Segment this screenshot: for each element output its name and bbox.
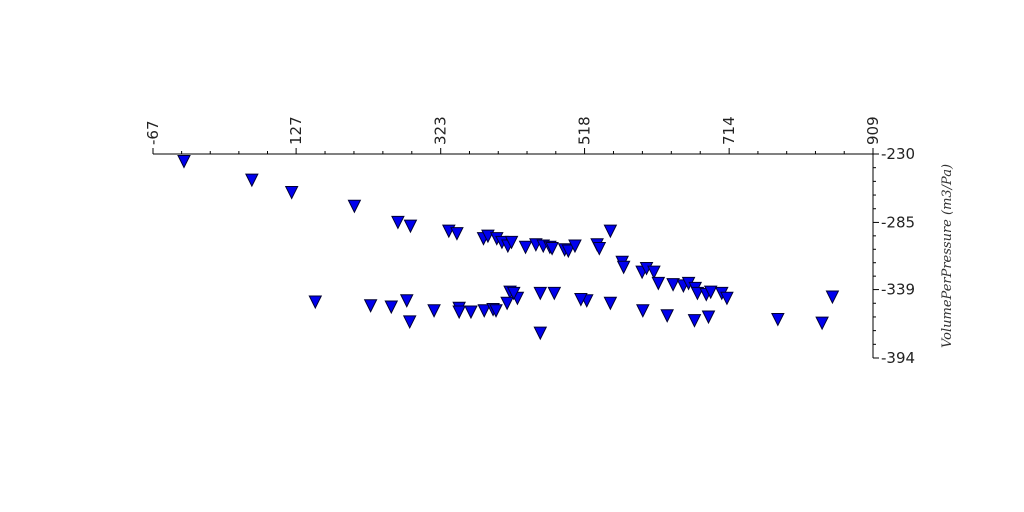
data-point <box>504 235 519 250</box>
data-point <box>545 242 559 256</box>
data-point <box>771 312 785 327</box>
y-tick-label: -339 <box>881 281 915 299</box>
x-axis: -67 127 323 518 714 909 <box>144 116 882 155</box>
data-point <box>403 219 418 234</box>
x-tick-label: 518 <box>576 116 594 145</box>
data-point <box>347 199 362 214</box>
data-point <box>666 278 680 292</box>
x-tick-label: 909 <box>864 116 882 145</box>
data-point <box>533 286 548 301</box>
data-point <box>284 186 299 200</box>
data-point <box>450 227 464 241</box>
data-point <box>815 316 829 331</box>
y-tick-label: -230 <box>881 145 915 163</box>
data-point <box>177 154 191 169</box>
data-point <box>477 304 492 318</box>
data-point <box>363 299 378 313</box>
y-tick-label: -394 <box>881 349 915 367</box>
data-point <box>518 240 533 255</box>
y-tick-label: -285 <box>881 213 915 231</box>
data-point <box>402 315 417 330</box>
data-point <box>636 304 650 318</box>
data-point <box>308 295 323 310</box>
data-point <box>568 239 582 254</box>
data-point <box>547 286 562 301</box>
data-point <box>245 173 259 188</box>
data-point <box>703 285 718 300</box>
data-point <box>452 305 466 320</box>
data-point <box>720 291 734 306</box>
data-point <box>561 244 576 259</box>
data-point <box>399 294 414 308</box>
data-point <box>701 310 716 325</box>
data-point <box>500 296 514 311</box>
data-point <box>506 286 521 301</box>
data-point <box>592 242 607 256</box>
data-point <box>647 265 661 280</box>
y-axis-title: VolumePerPressure (m3/Pa) <box>940 164 955 348</box>
data-point <box>651 276 666 291</box>
data-point <box>533 326 548 341</box>
data-point <box>489 304 503 318</box>
data-point <box>690 286 705 301</box>
data-point <box>603 296 618 311</box>
data-point <box>574 293 588 307</box>
data-point <box>603 224 618 239</box>
data-point <box>427 304 441 318</box>
y-axis: -230 -285 -339 -394 <box>872 145 915 367</box>
data-point <box>687 314 702 328</box>
x-tick-label: 127 <box>287 116 305 145</box>
data-point <box>384 300 399 315</box>
data-point <box>825 290 840 305</box>
x-tick-label: -67 <box>144 121 162 146</box>
x-tick-label: 323 <box>432 116 450 145</box>
data-points <box>177 154 840 341</box>
data-point <box>660 309 674 323</box>
data-point <box>391 215 405 230</box>
x-tick-label: 714 <box>720 116 738 145</box>
data-point <box>464 305 478 320</box>
data-point <box>616 260 631 275</box>
